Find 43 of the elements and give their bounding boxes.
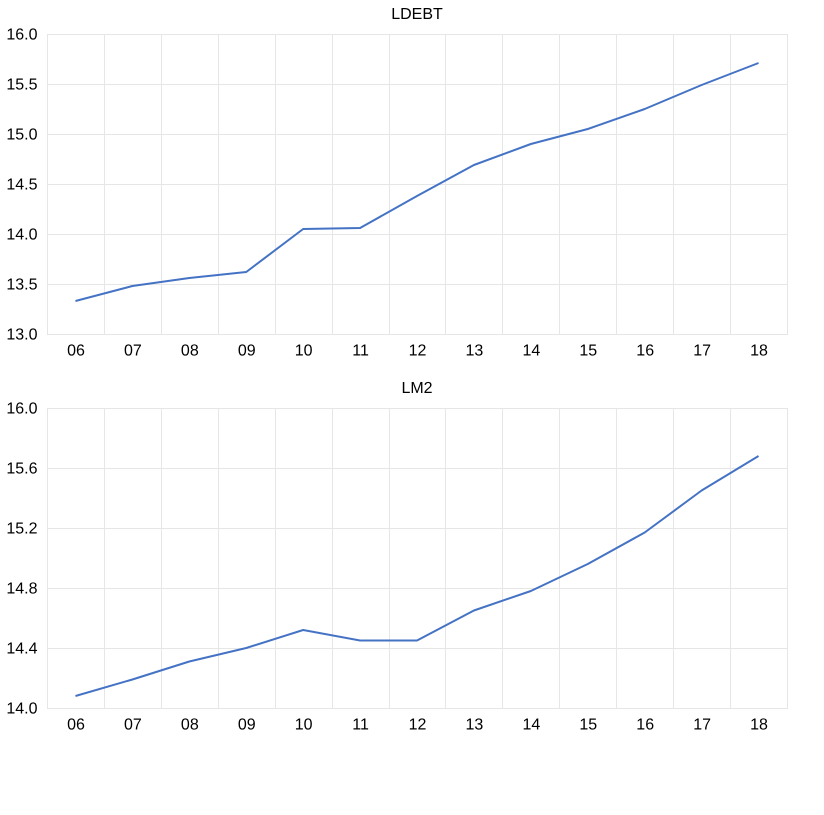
y-tick-label: 13.0 [6, 326, 38, 344]
y-tick-label: 14.0 [6, 226, 38, 244]
x-tick-label: 09 [238, 716, 256, 734]
y-tick-label: 16.0 [6, 26, 38, 44]
x-tick-label: 06 [67, 342, 85, 360]
y-tick-label: 14.0 [6, 700, 38, 718]
x-tick-label: 07 [124, 716, 142, 734]
y-tick-label: 16.0 [6, 400, 38, 418]
x-tick-label: 07 [124, 342, 142, 360]
x-tick-label: 14 [522, 342, 540, 360]
y-tick-label: 15.6 [6, 460, 38, 478]
y-tick-label: 15.2 [6, 520, 38, 538]
x-tick-label: 17 [693, 716, 712, 734]
x-tick-label: 08 [180, 716, 199, 734]
x-tick-label: 18 [750, 716, 768, 734]
y-tick-label: 14.5 [6, 176, 38, 194]
x-tick-label: 16 [636, 716, 654, 734]
chart-title: LDEBT [391, 6, 444, 23]
line-series [74, 455, 760, 697]
x-tick-label: 09 [238, 342, 256, 360]
x-tick-label: 13 [466, 342, 484, 360]
line-series [74, 62, 760, 302]
x-tick-label: 10 [294, 342, 313, 360]
x-tick-label: 16 [636, 342, 654, 360]
x-tick-label: 06 [67, 716, 85, 734]
x-tick-label: 11 [352, 716, 369, 734]
y-tick-label: 14.4 [6, 640, 38, 658]
x-tick-label: 15 [579, 342, 598, 360]
y-tick-label: 13.5 [6, 276, 38, 294]
chart-title: LM2 [401, 380, 433, 397]
x-tick-label: 10 [294, 716, 313, 734]
x-tick-label: 08 [180, 342, 199, 360]
x-tick-label: 12 [408, 716, 426, 734]
y-tick-label: 14.8 [6, 580, 38, 598]
x-tick-label: 18 [750, 342, 768, 360]
x-tick-label: 11 [352, 342, 369, 360]
x-tick-label: 13 [466, 716, 484, 734]
y-tick-label: 15.5 [6, 76, 38, 94]
x-tick-label: 12 [408, 342, 426, 360]
x-tick-label: 17 [693, 342, 712, 360]
x-tick-label: 15 [579, 716, 598, 734]
y-tick-label: 15.0 [6, 126, 38, 144]
x-tick-label: 14 [522, 716, 540, 734]
